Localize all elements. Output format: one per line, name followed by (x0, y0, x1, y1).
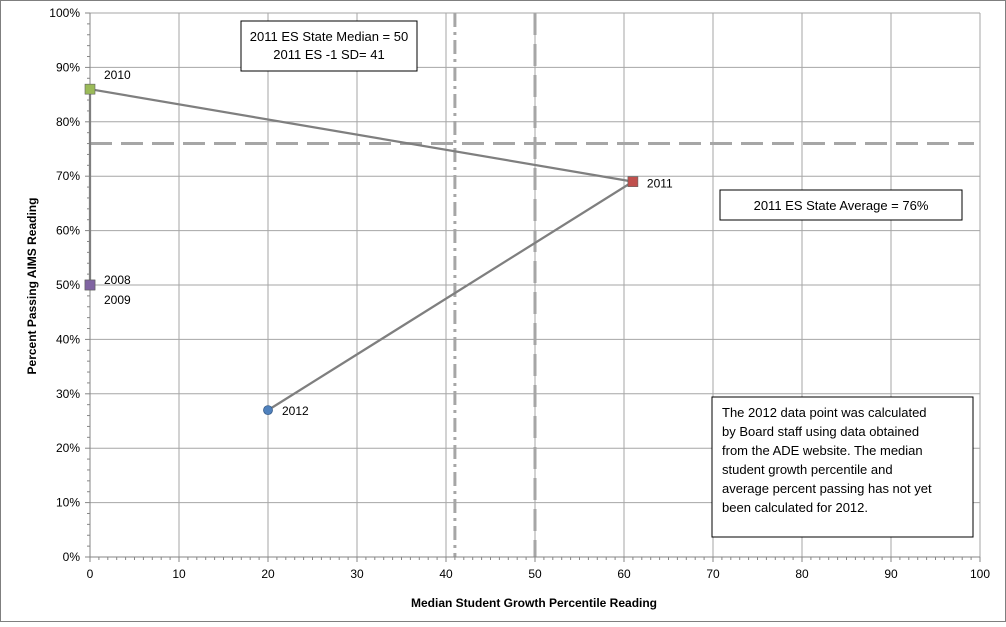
y-axis-title: Percent Passing AIMS Reading (25, 198, 39, 375)
note-annotation-text: average percent passing has not yet (722, 481, 932, 496)
y-tick-label: 80% (56, 115, 80, 129)
y-tick-label: 30% (56, 387, 80, 401)
data-label-2008: 2008 (104, 273, 131, 287)
y-tick-label: 50% (56, 278, 80, 292)
y-tick-label: 60% (56, 224, 80, 238)
note-annotation-text: The 2012 data point was calculated (722, 405, 927, 420)
series-connector-line (88, 87, 636, 412)
series: 2008 2009 2010 2011 2012 (84, 68, 673, 418)
y-tick-label: 40% (56, 332, 80, 346)
note-annotation-box (711, 396, 974, 538)
annotations: 2011 ES State Median = 50 2011 ES -1 SD= … (240, 20, 974, 538)
x-axis-title: Median Student Growth Percentile Reading (411, 596, 657, 610)
x-tick-label: 30 (350, 567, 364, 581)
y-tick-label: 100% (49, 6, 80, 20)
y-tick-label: 90% (56, 60, 80, 74)
average-annotation-box (719, 189, 963, 221)
y-tick-label: 10% (56, 496, 80, 510)
average-annotation-text: 2011 ES State Average = 76% (754, 198, 929, 213)
data-point-2011 (627, 176, 639, 187)
median-annotation-text: 2011 ES State Median = 50 (250, 29, 408, 44)
reference-lines (90, 13, 974, 557)
note-annotation-text: been calculated for 2012. (722, 500, 868, 515)
data-label-2009: 2009 (104, 293, 131, 307)
x-tick-label: 70 (706, 567, 720, 581)
data-label-2012: 2012 (282, 404, 309, 418)
y-tick-label: 70% (56, 169, 80, 183)
median-annotation-box (240, 20, 418, 72)
note-annotation-text: student growth percentile and (722, 462, 893, 477)
data-label-2011: 2011 (647, 177, 673, 191)
x-tick-label: 80 (795, 567, 809, 581)
x-tick-label: 0 (87, 567, 94, 581)
note-annotation-text: from the ADE website. The median (722, 443, 923, 458)
data-label-2010: 2010 (104, 68, 131, 82)
note-annotation-text: by Board staff using data obtained (722, 424, 919, 439)
x-tick-label: 10 (172, 567, 186, 581)
median-annotation-text: 2011 ES -1 SD= 41 (273, 47, 384, 62)
x-tick-label: 100 (970, 567, 990, 581)
data-point-2012 (263, 405, 273, 416)
x-tick-label: 20 (261, 567, 275, 581)
y-tick-label: 20% (56, 441, 80, 455)
data-point-2010 (84, 83, 96, 95)
x-tick-label: 40 (439, 567, 453, 581)
y-tick-label: 0% (63, 550, 81, 564)
x-tick-label: 60 (617, 567, 631, 581)
x-tick-label: 50 (528, 567, 542, 581)
data-point-2009 (84, 279, 96, 291)
x-tick-label: 90 (884, 567, 898, 581)
